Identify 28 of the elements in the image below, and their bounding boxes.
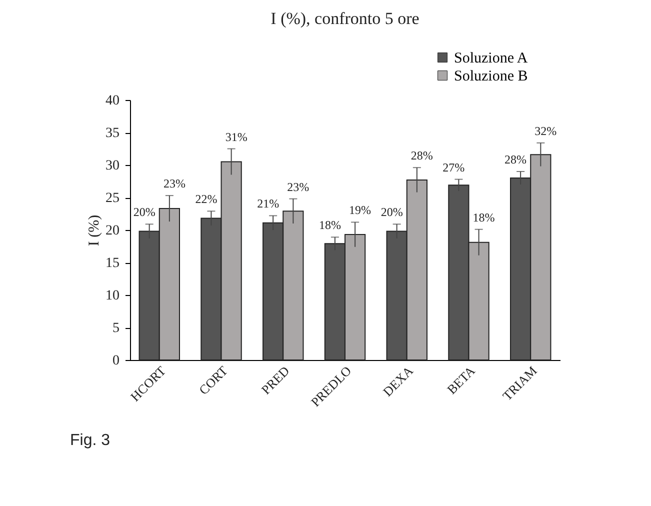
- y-tick-label: 25: [106, 191, 120, 206]
- data-label: 20%: [133, 205, 156, 220]
- data-label: 23%: [287, 180, 310, 194]
- y-axis-title: I (%): [86, 214, 102, 246]
- data-label: 21%: [257, 196, 280, 211]
- data-label: 31%: [225, 130, 248, 144]
- data-label: 28%: [504, 152, 527, 166]
- y-tick-label: 0: [112, 354, 120, 368]
- legend-label: Soluzione B: [454, 68, 528, 84]
- y-tick-label: 40: [106, 94, 120, 108]
- data-label: 28%: [410, 148, 433, 163]
- y-tick-label: 35: [106, 126, 120, 141]
- data-label: 19%: [349, 203, 372, 218]
- chart-title: I (%), confronto 5 ore: [270, 9, 420, 28]
- y-tick-label: 5: [112, 321, 120, 336]
- data-label: 27%: [442, 160, 465, 174]
- y-tick-label: 20: [106, 224, 120, 238]
- data-label: 22%: [195, 192, 218, 206]
- data-label: 18%: [472, 210, 495, 224]
- y-tick-label: 30: [106, 158, 120, 174]
- y-tick-label: 10: [106, 288, 120, 304]
- legend-label: Soluzione A: [454, 50, 528, 66]
- data-label: 20%: [380, 205, 403, 220]
- data-label: 18%: [318, 218, 341, 232]
- y-tick-label: 15: [106, 256, 120, 271]
- data-label: 32%: [534, 124, 557, 138]
- data-label: 23%: [163, 176, 186, 191]
- caption: Fig. 3: [70, 432, 110, 449]
